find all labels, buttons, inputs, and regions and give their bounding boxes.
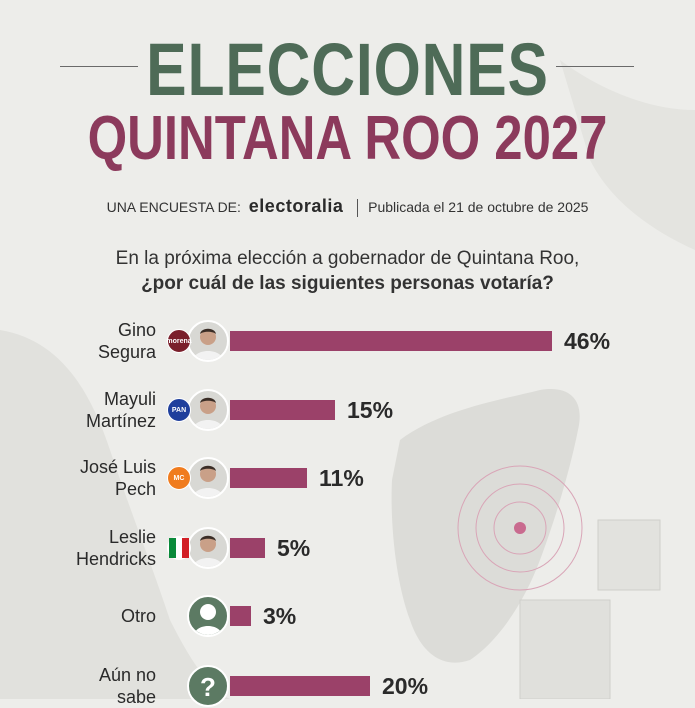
bar-value-label: 3% bbox=[263, 603, 297, 629]
bar-label-line: Aún no bbox=[98, 665, 156, 685]
candidate-photo bbox=[187, 320, 229, 362]
party-logo-pri bbox=[167, 536, 191, 560]
bar-value-label: 5% bbox=[277, 535, 311, 561]
bar-label-line: sabe bbox=[116, 687, 156, 707]
bar bbox=[230, 331, 552, 351]
party-logo-morena: morena bbox=[166, 329, 192, 353]
byline: UNA ENCUESTA DE: electoralia Publicada e… bbox=[0, 196, 695, 218]
page-title-line1: ELECCIONES bbox=[146, 28, 549, 111]
bar-label-line: Martínez bbox=[85, 411, 156, 431]
survey-prefix: UNA ENCUESTA DE: bbox=[106, 199, 241, 215]
bar-label-line: Hendricks bbox=[75, 549, 156, 569]
bar bbox=[230, 400, 335, 420]
question-mark-icon: ? bbox=[187, 665, 229, 707]
svg-text:?: ? bbox=[200, 672, 216, 702]
bar-label-line: Mayuli bbox=[103, 389, 156, 409]
bar-value-label: 20% bbox=[382, 673, 429, 699]
published-date: Publicada el 21 de octubre de 2025 bbox=[368, 199, 589, 215]
brand-logo-text: electoralia bbox=[248, 196, 344, 216]
candidate-photo bbox=[187, 457, 229, 499]
bar-label-line: Pech bbox=[114, 479, 156, 499]
title-rule-left bbox=[60, 66, 138, 67]
bar-label-line: Otro bbox=[120, 606, 156, 626]
byline-separator bbox=[357, 199, 359, 218]
party-logo-pan: PAN bbox=[167, 398, 191, 422]
bar bbox=[230, 676, 370, 696]
title-rule-right bbox=[556, 66, 634, 67]
bar-value-label: 15% bbox=[347, 397, 394, 423]
person-silhouette-icon bbox=[187, 595, 229, 637]
party-logo-text: MC bbox=[173, 474, 185, 482]
party-logo-mc: MC bbox=[167, 466, 191, 490]
candidate-photo bbox=[187, 527, 229, 569]
bar-label-line: José Luis bbox=[79, 457, 156, 477]
bar-label: Leslie Hendricks bbox=[20, 526, 156, 570]
party-logo-text: PAN bbox=[171, 406, 187, 414]
bar bbox=[230, 606, 251, 626]
bar-value-label: 11% bbox=[319, 465, 364, 491]
bar-label-line: Leslie bbox=[108, 527, 156, 547]
bar-label: Aún no sabe bbox=[20, 664, 156, 708]
bar-label: Otro bbox=[20, 605, 156, 627]
page-title-line2: QUINTANA ROO 2027 bbox=[87, 104, 608, 173]
bar-label-line: Segura bbox=[97, 342, 156, 362]
bar-value-label: 46% bbox=[564, 328, 611, 354]
bar bbox=[230, 468, 307, 488]
bar-label-line: Gino bbox=[117, 320, 156, 340]
question-line1: En la próxima elección a gobernador de Q… bbox=[115, 248, 580, 269]
bar-label: Mayuli Martínez bbox=[20, 388, 156, 432]
question-line2: ¿por cuál de las siguientes personas vot… bbox=[141, 273, 554, 294]
candidate-photo bbox=[187, 389, 229, 431]
bar-label: Gino Segura bbox=[20, 319, 156, 363]
party-logo-text: morena bbox=[166, 337, 192, 345]
bar-label: José Luis Pech bbox=[20, 456, 156, 500]
bar bbox=[230, 538, 265, 558]
